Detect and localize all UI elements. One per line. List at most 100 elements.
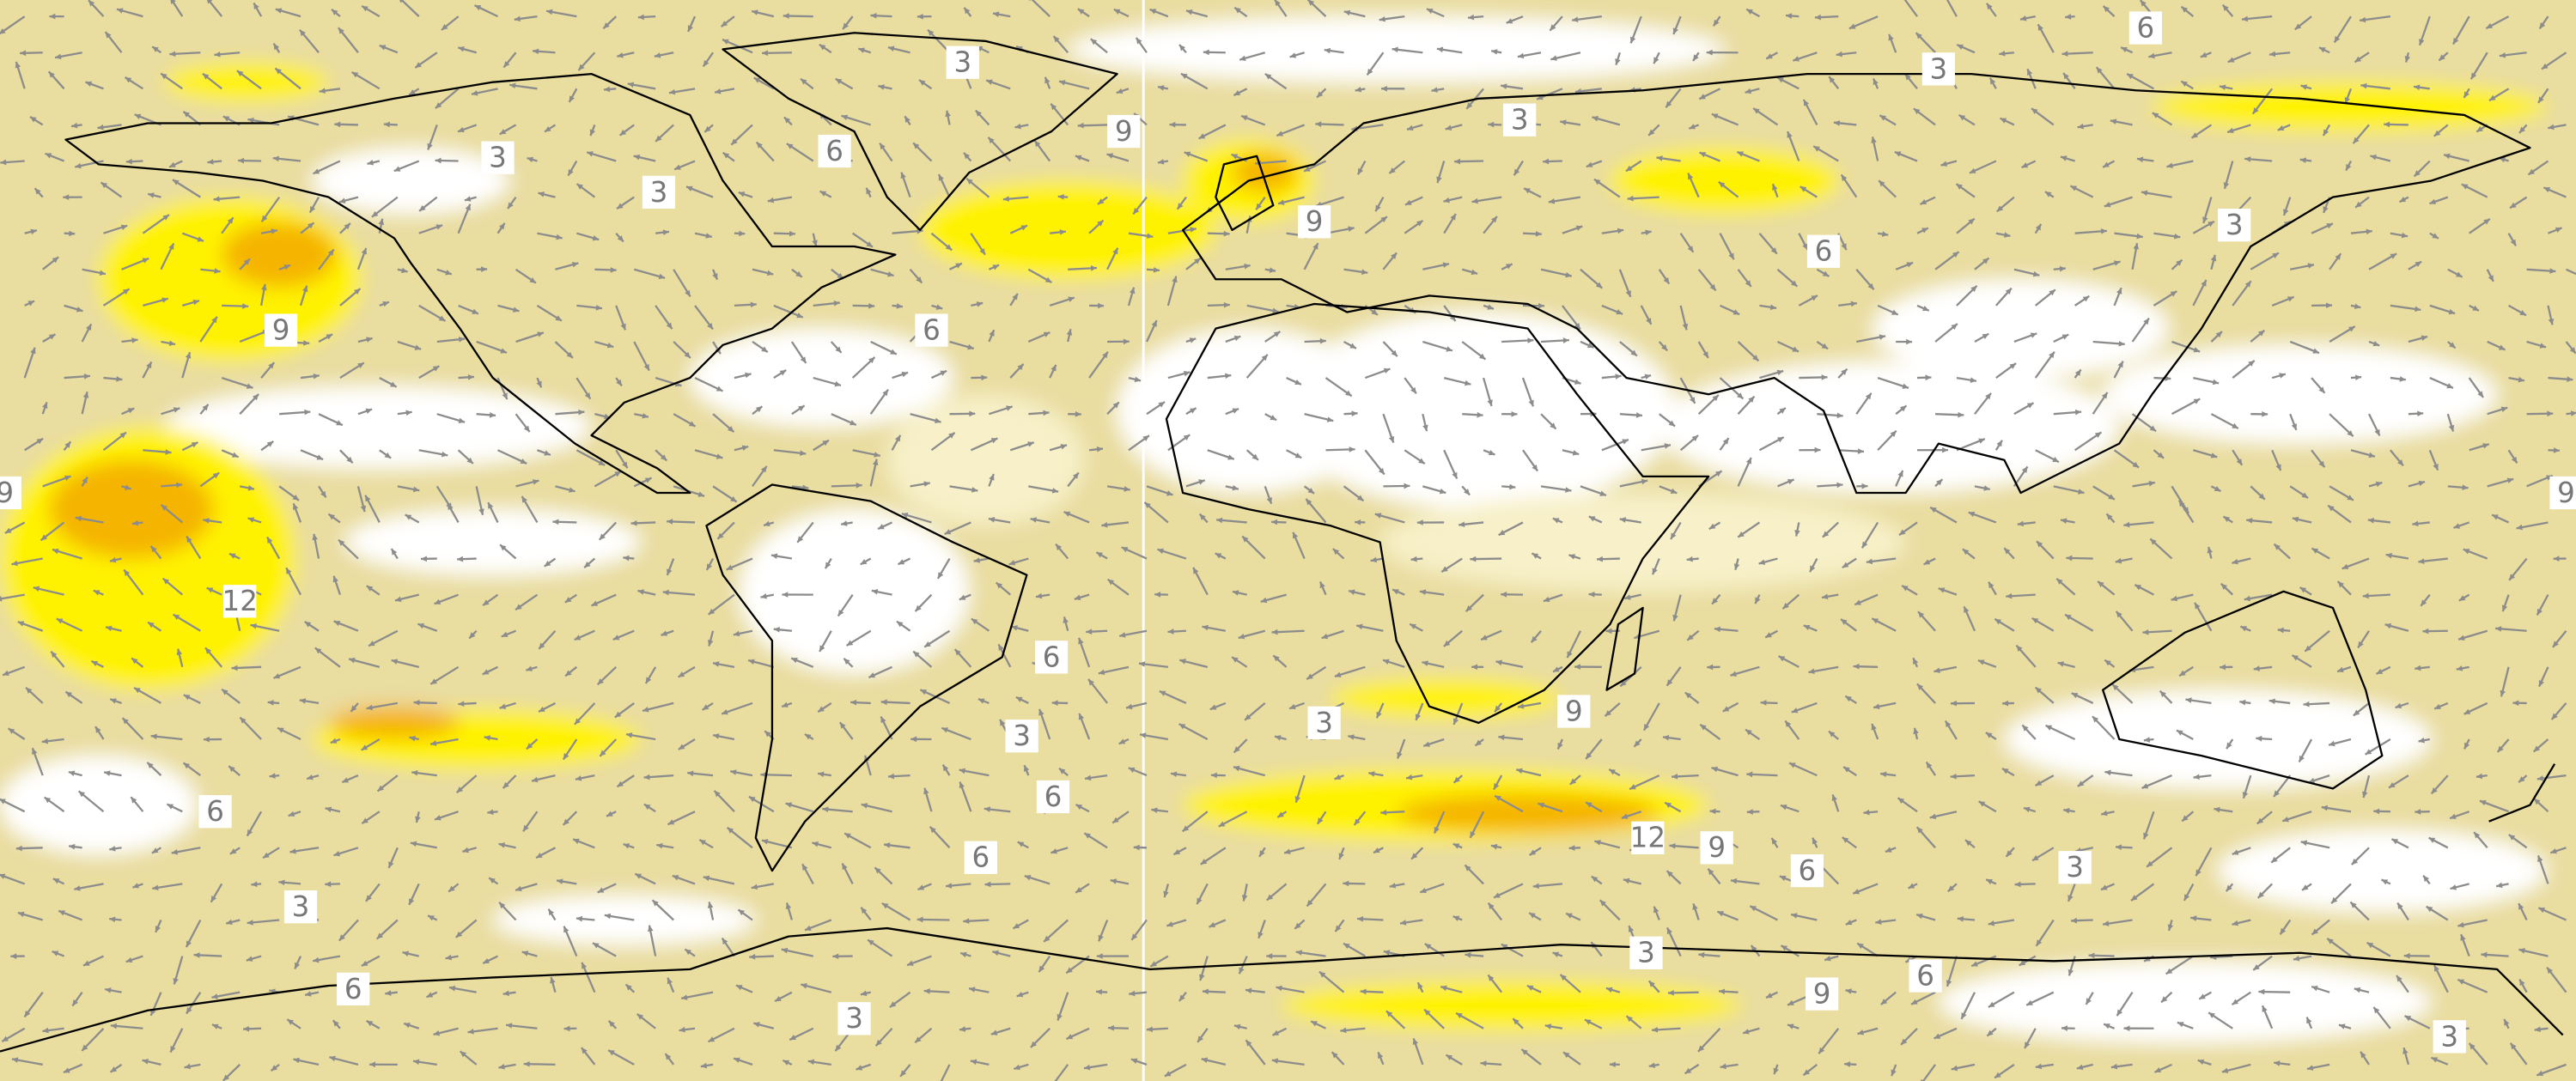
wind-arrow-head <box>42 402 48 409</box>
wind-arrow-head <box>68 770 76 776</box>
wind-arrow-head <box>2534 1026 2541 1033</box>
wind-arrow-head <box>2450 884 2457 890</box>
wind-arrow-head <box>2536 608 2543 616</box>
contour-label-box <box>1107 114 1141 149</box>
wind-arrow-head <box>2353 709 2360 716</box>
wind-arrow-head <box>1058 80 1066 86</box>
wind-arrow-head <box>964 152 971 160</box>
wind-arrow-head <box>1845 920 1853 926</box>
wind-arrow-head <box>751 884 758 890</box>
wind-arrow-head <box>2256 735 2262 742</box>
wind-arrow-head <box>2292 516 2299 523</box>
wind-arrow-head <box>456 786 464 793</box>
wind-arrow-head <box>33 586 40 592</box>
wind-arrow-head <box>1356 623 1363 630</box>
wind-arrow-head <box>1035 592 1043 599</box>
wind-arrow-head <box>474 5 482 11</box>
wind-arrow-head <box>2481 951 2488 958</box>
wind-arrow-head <box>913 143 920 149</box>
wind-arrow-head <box>1662 734 1670 741</box>
wind-arrow-head <box>1495 659 1502 666</box>
wind-arrow-head <box>2543 187 2551 193</box>
africa <box>1165 302 1710 725</box>
wind-arrow-head <box>889 1001 897 1008</box>
wind-arrow-head <box>1436 176 1442 184</box>
wind-arrow-head <box>1586 343 1594 349</box>
wind-arrow-head <box>606 811 613 817</box>
wind-arrow-head <box>1897 470 1903 477</box>
wind-arrow-head <box>41 738 49 744</box>
wind-arrow-head <box>1149 9 1157 15</box>
wind-arrow-head <box>1231 154 1239 160</box>
wind-arrow-head <box>305 991 312 997</box>
wind-arrow-head <box>368 641 375 647</box>
wind-arrow-head <box>2116 610 2122 618</box>
wind-arrow-head <box>917 884 925 890</box>
wind-arrow-head <box>1841 368 1848 375</box>
wind-arrow-head <box>338 197 346 203</box>
wind-arrow-head <box>2221 1067 2229 1074</box>
wind-arrow-head <box>1785 720 1792 727</box>
wind-arrow-head <box>761 839 769 845</box>
contour-label-box <box>264 313 298 347</box>
wind-arrow-head <box>1241 895 1248 902</box>
wind-arrow-head <box>1717 911 1724 917</box>
wind-arrow-head <box>508 202 514 209</box>
wind-arrow-head <box>498 842 505 848</box>
wind-arrow-head <box>564 597 572 603</box>
wind-arrow-head <box>1317 91 1324 98</box>
wind-arrow-head <box>843 22 849 30</box>
wind-arrow-head <box>1745 457 1751 465</box>
contour-label: 9 <box>1708 831 1726 864</box>
wind-arrow-head <box>2300 84 2308 90</box>
wind-arrow-head <box>2433 130 2441 137</box>
wind-arrow-head <box>959 1026 966 1032</box>
wind-arrow-head <box>1958 411 1964 418</box>
wind-arrow-head <box>191 442 198 448</box>
wind-arrow-head <box>1970 285 1977 293</box>
wind-arrow-head <box>2337 581 2344 588</box>
wind-arrow-shaft <box>1946 0 1958 17</box>
wind-arrow-head <box>617 780 624 787</box>
wind-arrow-head <box>1634 740 1641 747</box>
wind-arrow-head <box>272 155 279 162</box>
wind-arrow-head <box>2519 979 2525 987</box>
wind-arrow-head <box>393 166 401 172</box>
wind-arrow-head <box>713 733 720 739</box>
wind-arrow-head <box>1771 837 1778 845</box>
wind-arrow-head <box>430 678 437 684</box>
wind-arrow-head <box>1014 1064 1020 1071</box>
wind-arrow-head <box>483 957 490 963</box>
wind-arrow-head <box>1720 1063 1726 1070</box>
contour-label-box <box>642 175 676 209</box>
wind-arrow-head <box>2070 185 2078 191</box>
wind-arrow-head <box>1258 932 1264 938</box>
wind-arrow-head <box>1077 9 1085 15</box>
wind-arrow-head <box>569 487 575 493</box>
wind-arrow-head <box>1985 732 1993 738</box>
wind-arrow-head <box>760 593 767 599</box>
wind-arrow-head <box>2056 578 2063 585</box>
wind-arrow-head <box>1648 981 1655 987</box>
wind-arrow-head <box>1494 892 1501 898</box>
wind-arrow-head <box>2497 745 2504 753</box>
wind-arrow-head <box>2370 154 2377 161</box>
wind-arrow-head <box>2258 988 2265 995</box>
wind-arrow-head <box>1030 517 1038 523</box>
wind-arrow-head <box>2061 334 2069 340</box>
wind-arrow-head <box>277 727 284 733</box>
wind-arrow-head <box>1426 9 1434 15</box>
wind-arrow-head <box>1810 565 1816 573</box>
wind-arrow-head <box>1622 439 1629 445</box>
wind-arrow-head <box>1098 302 1105 309</box>
wind-arrow-head <box>1084 1064 1091 1071</box>
wind-arrow-head <box>1902 383 1909 389</box>
wind-arrow-head <box>1319 581 1325 589</box>
wind-arrow-head <box>1140 732 1147 738</box>
wind-arrow-head <box>2569 347 2576 354</box>
wind-arrow-head <box>464 196 472 202</box>
wind-arrow-head <box>1983 485 1990 491</box>
wind-arrow-head <box>1553 666 1560 672</box>
wind-arrow-head <box>1978 801 1986 807</box>
wind-arrow-head <box>2057 661 2065 667</box>
